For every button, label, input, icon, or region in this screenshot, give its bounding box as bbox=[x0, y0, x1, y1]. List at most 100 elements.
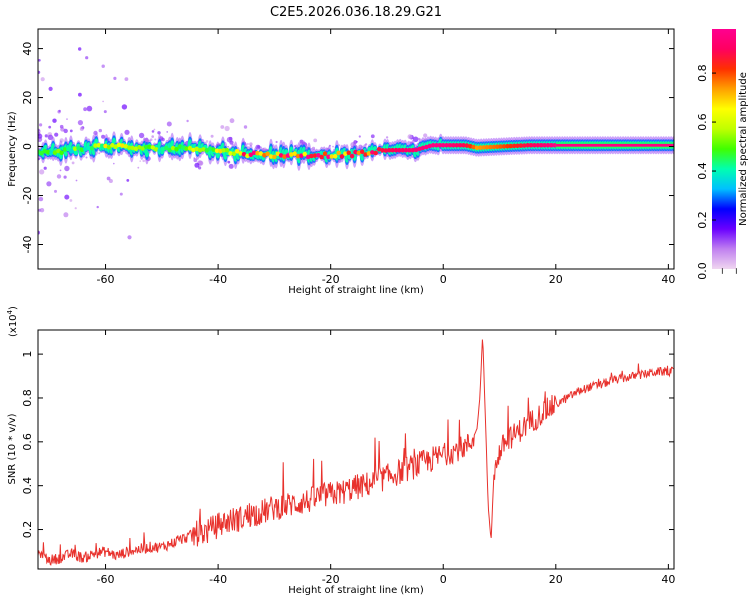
heatmap-speckle bbox=[46, 181, 52, 187]
heatmap-peak bbox=[191, 147, 196, 153]
snr-line bbox=[38, 339, 674, 566]
heatmap-peak bbox=[508, 143, 513, 149]
heatmap-speckle bbox=[63, 128, 68, 134]
heatmap-speckle bbox=[59, 169, 62, 172]
heatmap-peak bbox=[400, 147, 405, 153]
snr-scale-exponent: 4 bbox=[6, 309, 14, 314]
heatmap-speckle bbox=[229, 140, 234, 145]
snr-ylabel: SNR (10 * v/v) bbox=[7, 413, 18, 484]
heatmap-speckle bbox=[194, 162, 200, 168]
heatmap-peak bbox=[461, 143, 466, 148]
heatmap-speckle bbox=[63, 175, 67, 179]
heatmap-peak bbox=[177, 144, 182, 149]
heatmap-peak bbox=[103, 143, 108, 149]
heatmap-peak bbox=[167, 147, 172, 153]
heatmap-speckle bbox=[224, 125, 230, 132]
snr-ytick-label: 0.4 bbox=[21, 477, 34, 495]
heatmap-speckle bbox=[71, 161, 75, 165]
heatmap-peak bbox=[353, 149, 358, 155]
heatmap-panel: -60 -40 -20 0 20 40 -40 -20 0 20 40 Height of stra… bbox=[7, 28, 675, 296]
heatmap-speckle bbox=[64, 165, 70, 172]
heatmap-peak bbox=[387, 147, 392, 153]
heatmap-speckle bbox=[48, 86, 53, 91]
heatmap-xtick-label: 0 bbox=[440, 273, 447, 286]
heatmap-peak bbox=[343, 151, 348, 156]
heatmap-speckle bbox=[356, 141, 358, 143]
heatmap-peak bbox=[292, 151, 297, 156]
heatmap-peak bbox=[93, 143, 98, 148]
heatmap-speckle bbox=[228, 163, 234, 169]
heatmap-peak bbox=[265, 151, 270, 157]
heatmap-peak bbox=[326, 154, 331, 160]
heatmap-xtick-label: -20 bbox=[322, 273, 340, 286]
heatmap-peak bbox=[299, 153, 304, 158]
heatmap-peak bbox=[360, 149, 365, 154]
heatmap-peak bbox=[262, 152, 267, 158]
heatmap-speckle bbox=[227, 145, 230, 148]
heatmap-speckle bbox=[137, 166, 140, 169]
heatmap-speckle bbox=[153, 128, 156, 131]
heatmap-xtick-label: -40 bbox=[209, 273, 227, 286]
heatmap-speckle bbox=[229, 118, 235, 124]
heatmap-peak bbox=[373, 150, 378, 156]
heatmap-speckle bbox=[275, 140, 278, 144]
heatmap-peak bbox=[72, 146, 78, 152]
colorbar: 0.20.40.60.80.0 _ _ Normalized spectral am… bbox=[696, 29, 749, 280]
heatmap-peak bbox=[113, 144, 118, 150]
heatmap-peak bbox=[194, 146, 199, 152]
heatmap-peak bbox=[211, 147, 216, 152]
heatmap-speckle bbox=[52, 118, 57, 123]
heatmap-peak bbox=[150, 145, 155, 150]
heatmap-peak bbox=[349, 153, 355, 159]
heatmap-peak bbox=[255, 150, 260, 156]
heatmap-speckle bbox=[38, 59, 41, 62]
heatmap-peak bbox=[407, 147, 412, 153]
heatmap-peak bbox=[434, 143, 439, 148]
heatmap-peak bbox=[393, 147, 399, 153]
snr-ytick-label: 0.8 bbox=[21, 389, 34, 407]
heatmap-peak bbox=[478, 145, 483, 150]
heatmap-peak bbox=[218, 148, 223, 154]
snr-xtick-label: -40 bbox=[209, 573, 227, 586]
heatmap-peak bbox=[383, 148, 388, 153]
heatmap-speckle bbox=[124, 129, 130, 135]
heatmap-peak bbox=[302, 151, 307, 157]
heatmap-peak bbox=[390, 147, 395, 153]
heatmap-peak bbox=[329, 154, 334, 159]
heatmap-peak bbox=[268, 154, 274, 159]
heatmap-peak bbox=[481, 145, 486, 150]
heatmap-peak bbox=[336, 150, 341, 156]
heatmap-speckle bbox=[63, 212, 69, 218]
heatmap-peak bbox=[491, 144, 497, 150]
heatmap-peak bbox=[545, 143, 551, 148]
heatmap-peak bbox=[403, 147, 409, 153]
heatmap-speckle bbox=[101, 64, 105, 68]
heatmap-speckle bbox=[40, 77, 45, 82]
heatmap-speckle bbox=[121, 104, 128, 110]
heatmap-peak bbox=[56, 148, 61, 154]
heatmap-ytick-label: -20 bbox=[21, 187, 34, 205]
heatmap-peak bbox=[346, 150, 351, 156]
heatmap-speckle bbox=[78, 92, 82, 97]
heatmap-speckle bbox=[243, 125, 248, 129]
heatmap-peak bbox=[444, 143, 449, 148]
heatmap-speckle bbox=[102, 100, 104, 103]
heatmap-speckle bbox=[149, 138, 153, 141]
heatmap-speckle bbox=[83, 107, 87, 112]
heatmap-peak bbox=[430, 143, 436, 148]
heatmap-speckle bbox=[56, 174, 62, 179]
heatmap-peak bbox=[238, 151, 243, 156]
heatmap-speckle bbox=[103, 110, 107, 114]
heatmap-speckle bbox=[38, 70, 41, 74]
colorbar-label: Normalized spectral amplitude bbox=[738, 72, 749, 226]
colorbar-tick-label: 0.6 bbox=[696, 113, 709, 130]
heatmap-peak bbox=[224, 147, 230, 153]
heatmap-speckle bbox=[210, 134, 214, 138]
heatmap-peak bbox=[49, 150, 54, 156]
heatmap-peak bbox=[69, 148, 75, 154]
heatmap-peak bbox=[474, 145, 480, 151]
heatmap-peak bbox=[181, 145, 186, 150]
heatmap-xtick-label: 40 bbox=[661, 273, 675, 286]
heatmap-speckle bbox=[39, 123, 43, 127]
snr-scale-prefix: (x10 bbox=[8, 314, 19, 337]
